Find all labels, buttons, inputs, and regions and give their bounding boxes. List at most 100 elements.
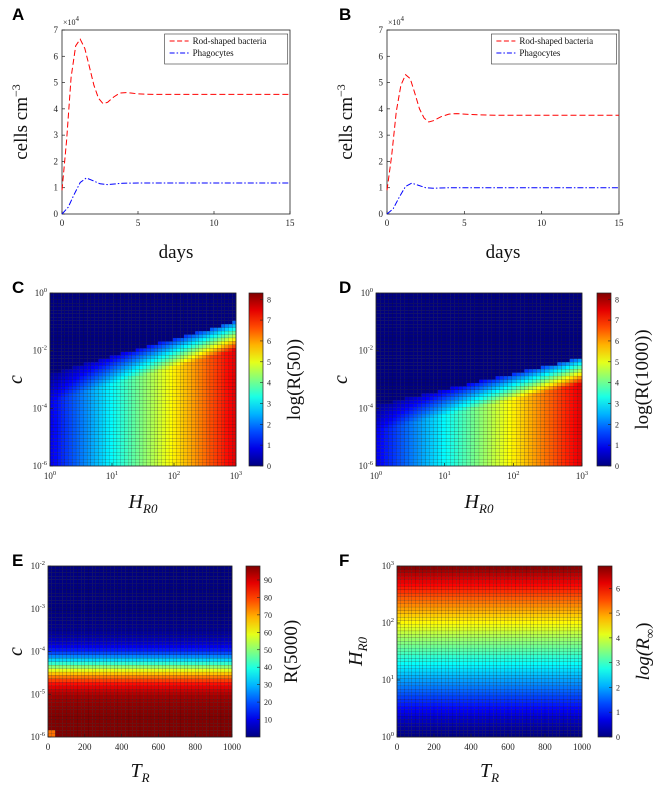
heatmap-cell	[75, 362, 80, 366]
heatmap-cell	[408, 365, 414, 370]
heatmap-cell	[75, 355, 80, 359]
heatmap-cell	[113, 427, 118, 432]
heatmap-cell	[429, 292, 434, 297]
heatmap-cell	[380, 344, 385, 349]
heatmap-cell	[202, 389, 207, 394]
heatmap-cell	[388, 344, 393, 349]
heatmap-cell	[536, 441, 541, 446]
heatmap-cell	[520, 324, 525, 328]
heatmap-cell	[536, 355, 541, 359]
heatmap-cell	[209, 459, 214, 463]
heatmap-cell	[388, 445, 393, 449]
heatmap-cell	[441, 303, 447, 307]
heatmap-cell	[421, 372, 426, 377]
heatmap-cell	[64, 310, 69, 314]
heatmap-cell	[142, 382, 147, 387]
heatmap-cell	[180, 296, 185, 301]
heatmap-cell	[561, 445, 566, 449]
heatmap-cell	[520, 462, 525, 467]
heatmap-cell	[109, 351, 114, 356]
heatmap-cell	[124, 334, 129, 339]
heatmap-cell	[487, 386, 492, 391]
heatmap-cell	[64, 393, 69, 397]
heatmap-cell	[180, 344, 185, 349]
heatmap-cell	[421, 303, 426, 307]
heatmap-cell	[206, 330, 211, 335]
heatmap-cell	[487, 448, 492, 453]
heatmap-cell	[437, 299, 443, 304]
heatmap-cell	[198, 434, 203, 439]
heatmap-cell	[495, 448, 500, 453]
heatmap-cell	[102, 344, 106, 349]
heatmap-cell	[49, 459, 54, 463]
heatmap-cell	[79, 306, 84, 311]
heatmap-cell	[450, 414, 455, 418]
panel-label: D	[339, 278, 351, 297]
heatmap-cell	[392, 382, 397, 387]
heatmap-cell	[221, 330, 225, 335]
heatmap-cell	[425, 459, 430, 463]
heatmap-cell	[61, 410, 66, 415]
heatmap-cell	[98, 452, 103, 456]
heatmap-cell	[228, 313, 233, 318]
heatmap-cell	[544, 424, 550, 429]
heatmap-cell	[557, 324, 562, 328]
heatmap-cell	[87, 403, 92, 408]
heatmap-cell	[437, 452, 443, 456]
heatmap-cell	[217, 420, 222, 425]
heatmap-cell	[380, 303, 385, 307]
heatmap-cell	[72, 393, 77, 397]
heatmap-cell	[565, 375, 570, 380]
heatmap-cell	[433, 334, 438, 339]
heatmap-cell	[128, 337, 132, 342]
heatmap-cell	[202, 372, 207, 377]
heatmap-cell	[561, 327, 566, 332]
heatmap-cell	[83, 438, 88, 442]
heatmap-cell	[165, 320, 170, 325]
heatmap-cell	[400, 358, 405, 363]
heatmap-cell	[183, 362, 188, 366]
heatmap-cell	[433, 337, 438, 342]
heatmap-cell	[565, 424, 570, 429]
heatmap-cell	[413, 365, 418, 370]
heatmap-cell	[458, 420, 463, 425]
heatmap-cell	[176, 362, 181, 366]
heatmap-cell	[183, 396, 188, 401]
heatmap-cell	[421, 344, 426, 349]
heatmap-cell	[483, 407, 488, 411]
heatmap-cell	[120, 407, 125, 411]
heatmap-cell	[478, 441, 484, 446]
heatmap-cell	[557, 334, 562, 339]
heatmap-cell	[375, 372, 381, 377]
heatmap-cell	[124, 379, 129, 384]
heatmap-cell	[98, 400, 103, 404]
heatmap-cell	[478, 341, 484, 346]
heatmap-cell	[392, 424, 397, 429]
heatmap-cell	[421, 365, 426, 370]
heatmap-cell	[491, 410, 496, 415]
heatmap-cell	[157, 375, 162, 380]
heatmap-cell	[524, 299, 529, 304]
heatmap-cell	[221, 355, 225, 359]
heatmap-cell	[553, 448, 558, 453]
heatmap-cell	[413, 445, 418, 449]
heatmap-cell	[528, 299, 533, 304]
heatmap-cell	[139, 459, 144, 463]
heatmap-cell	[79, 355, 84, 359]
heatmap-cell	[458, 382, 463, 387]
heatmap-cell	[75, 407, 80, 411]
heatmap-cell	[388, 434, 393, 439]
heatmap-cell	[450, 299, 455, 304]
heatmap-cell	[53, 445, 58, 449]
heatmap-cell	[61, 417, 66, 422]
heatmap-cell	[516, 369, 521, 373]
heatmap-cell	[417, 386, 422, 391]
heatmap-cell	[165, 386, 170, 391]
heatmap-cell	[408, 441, 414, 446]
heatmap-cell	[61, 459, 66, 463]
heatmap-cell	[128, 358, 132, 363]
heatmap-cell	[511, 358, 517, 363]
heatmap-cell	[441, 355, 447, 359]
heatmap-cell	[217, 410, 222, 415]
heatmap-cell	[553, 324, 558, 328]
